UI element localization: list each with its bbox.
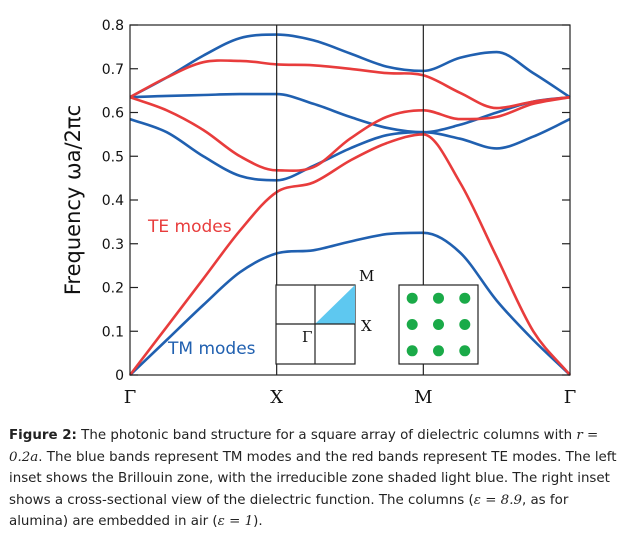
caption-text-2: . The blue bands represent TM modes and … (9, 449, 617, 508)
tm-band-4 (129, 33, 571, 99)
band-structure-chart: 0 0.1 0.2 0.3 0.4 0.5 0.6 0.7 0.8 Γ X M Γ Frequency … (61, 18, 577, 408)
x-tick-label: X (270, 387, 283, 408)
x-tick-label: Γ (564, 387, 577, 408)
y-tick-label: 0 (115, 368, 124, 384)
te-modes-label: TE modes (147, 217, 232, 237)
caption-r-equation: r = 0.2a (9, 428, 599, 465)
caption-eps-2: ε = 1 (217, 514, 254, 529)
dielectric-column (433, 345, 444, 357)
y-tick-label: 0.6 (102, 106, 124, 122)
dielectric-column (406, 345, 418, 357)
y-tick-label: 0.4 (102, 193, 124, 209)
dielectric-column (433, 292, 444, 304)
dielectric-lattice-inset (398, 284, 479, 365)
y-tick-label: 0.7 (102, 62, 124, 78)
band-lines (128, 33, 571, 376)
irreducible-zone (315, 285, 355, 324)
y-tick-label: 0.5 (102, 149, 124, 165)
y-tick-label: 0.1 (102, 324, 124, 340)
y-axis-label: Frequency ωa/2πc (61, 105, 85, 295)
te-band-7 (129, 59, 571, 110)
tm-band-3 (129, 92, 571, 134)
tm-band-1 (129, 231, 571, 376)
bz-x-label: X (361, 317, 372, 335)
tm-modes-label: TM modes (167, 339, 256, 359)
dielectric-column (433, 319, 444, 330)
dielectric-column (459, 345, 471, 357)
dielectric-column (406, 319, 418, 330)
caption-text-1: The photonic band structure for a square… (81, 428, 573, 443)
caption-label: Figure 2: (9, 428, 77, 443)
caption-text-3: , as for alumina) are embedded in air ( (9, 492, 569, 530)
y-tick-label: 0.3 (102, 237, 124, 253)
dielectric-column (459, 292, 471, 304)
brillouin-zone-inset: Γ X M (275, 267, 374, 365)
x-tick-label: Γ (124, 387, 137, 408)
y-tick-label: 0.2 (102, 281, 124, 297)
x-tick-label: M (414, 387, 432, 408)
te-band-5 (128, 133, 571, 376)
figure-caption: Figure 2: The photonic band structure fo… (9, 425, 629, 533)
caption-eps-1: ε = 8.9 (473, 492, 522, 508)
y-tick-label: 0.8 (102, 18, 124, 34)
caption-text-4: ). (253, 514, 263, 529)
dielectric-column (406, 292, 418, 304)
tm-band-2 (129, 117, 571, 182)
te-band-6 (129, 95, 571, 172)
bz-m-label: M (359, 267, 374, 285)
bz-gamma-label: Γ (302, 328, 312, 346)
dielectric-column (459, 319, 471, 330)
